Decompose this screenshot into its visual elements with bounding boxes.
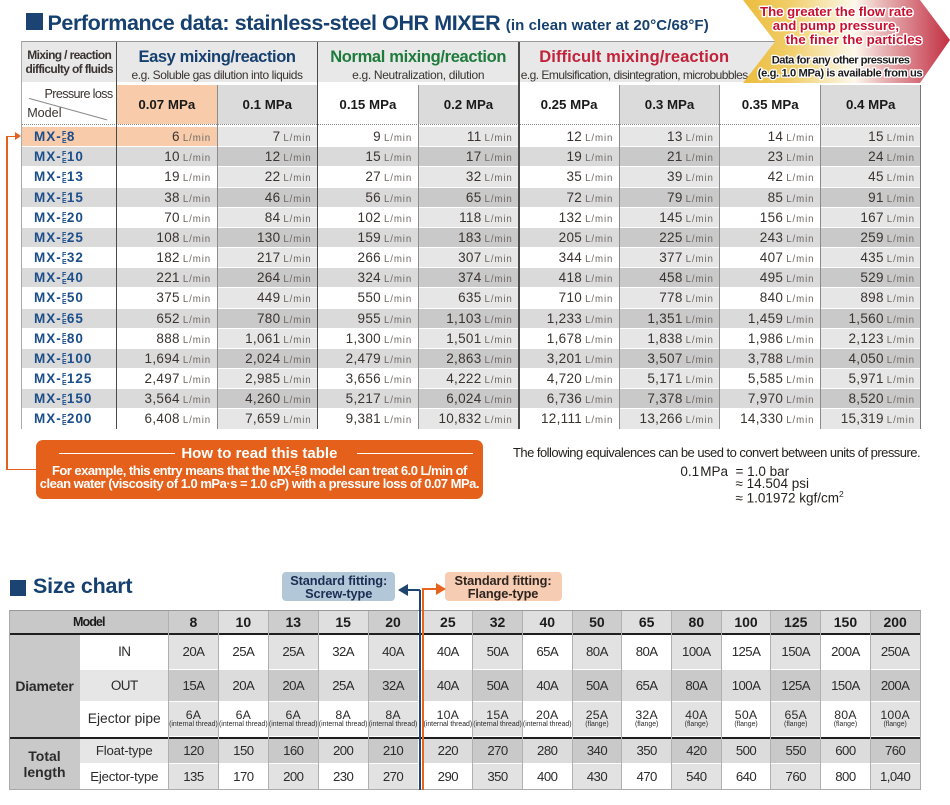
svg-text:The greater the flow rate: The greater the flow rate bbox=[760, 4, 913, 19]
svg-text:(e.g. 1.0 MPa) is available fr: (e.g. 1.0 MPa) is available from us bbox=[758, 68, 923, 80]
svg-text:and pump pressure,: and pump pressure, bbox=[773, 18, 899, 33]
svg-text:the finer the particles: the finer the particles bbox=[786, 32, 923, 47]
svg-text:Data for any other pressures: Data for any other pressures bbox=[772, 55, 910, 67]
